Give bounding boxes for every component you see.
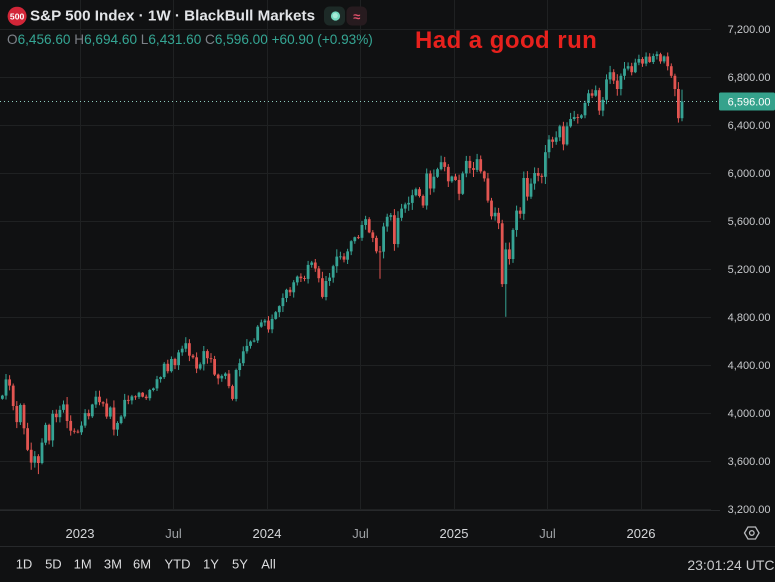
- svg-text:6,400.00: 6,400.00: [728, 120, 771, 132]
- svg-text:1M: 1M: [74, 557, 92, 572]
- svg-text:5Y: 5Y: [232, 557, 248, 572]
- svg-text:1D: 1D: [16, 557, 33, 572]
- svg-text:YTD: YTD: [165, 557, 191, 572]
- svg-text:3M: 3M: [104, 557, 122, 572]
- svg-text:Jul: Jul: [165, 526, 182, 541]
- svg-text:6M: 6M: [133, 557, 151, 572]
- svg-text:4,400.00: 4,400.00: [728, 360, 771, 372]
- svg-text:Jul: Jul: [539, 526, 556, 541]
- svg-text:2025: 2025: [440, 526, 469, 541]
- svg-text:6,800.00: 6,800.00: [728, 72, 771, 84]
- svg-text:2023: 2023: [66, 526, 95, 541]
- svg-text:3,600.00: 3,600.00: [728, 456, 771, 468]
- svg-text:1Y: 1Y: [203, 557, 219, 572]
- svg-text:23:01:24 UTC: 23:01:24 UTC: [687, 557, 774, 573]
- svg-text:5,200.00: 5,200.00: [728, 264, 771, 276]
- svg-text:O6,456.60 H6,694.60 L6,431.60: O6,456.60 H6,694.60 L6,431.60 C6,596.00 …: [7, 32, 373, 47]
- svg-text:4,800.00: 4,800.00: [728, 312, 771, 324]
- svg-text:All: All: [261, 557, 276, 572]
- svg-text:6,000.00: 6,000.00: [728, 168, 771, 180]
- svg-text:2026: 2026: [627, 526, 656, 541]
- svg-text:S&P 500 Index · 1W · BlackBull: S&P 500 Index · 1W · BlackBull Markets: [30, 8, 315, 25]
- svg-text:5,600.00: 5,600.00: [728, 216, 771, 228]
- svg-text:Had a good run: Had a good run: [415, 27, 597, 54]
- svg-text:7,200.00: 7,200.00: [728, 24, 771, 36]
- svg-text:6,596.00: 6,596.00: [728, 97, 771, 109]
- svg-text:Jul: Jul: [352, 526, 369, 541]
- svg-text:4,000.00: 4,000.00: [728, 408, 771, 420]
- svg-text:2024: 2024: [253, 526, 282, 541]
- svg-text:5D: 5D: [45, 557, 62, 572]
- svg-text:3,200.00: 3,200.00: [728, 504, 771, 516]
- svg-text:500: 500: [10, 11, 25, 21]
- svg-text:≈: ≈: [353, 9, 360, 24]
